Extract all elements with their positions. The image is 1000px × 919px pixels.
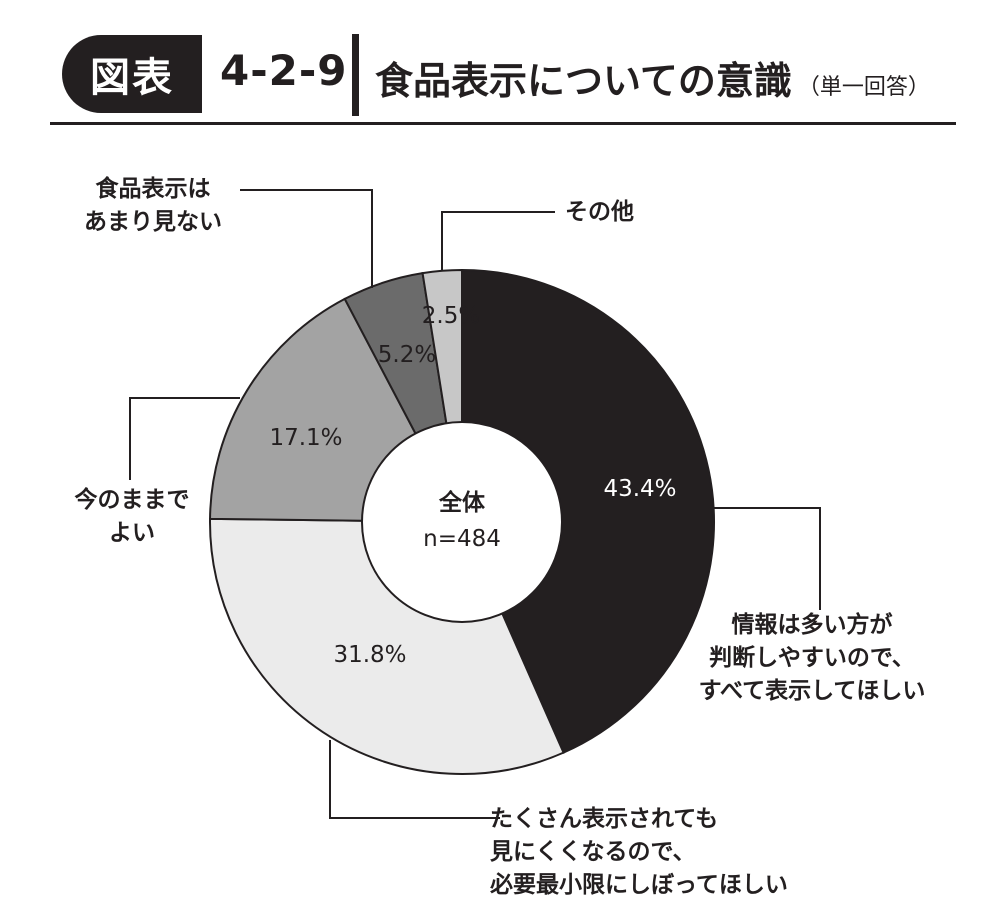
leader-line-1 xyxy=(700,507,821,610)
leader-line-3 xyxy=(129,397,240,480)
leader-line-2 xyxy=(329,740,500,819)
donut-hole xyxy=(361,421,563,623)
category-label-1-line-1: 情報は多い方が xyxy=(732,611,893,638)
leader-line-5 xyxy=(441,211,555,270)
percent-label-2: 31.8% xyxy=(333,642,406,668)
figure-badge-text: 図表 xyxy=(90,55,174,101)
percent-label-1: 43.4% xyxy=(603,476,676,502)
leader-lines xyxy=(129,189,821,819)
category-label-5-line-1: その他 xyxy=(565,199,634,225)
figure-title: 食品表示についての意識 （単一回答） xyxy=(375,50,930,105)
category-label-3-line-2: よい xyxy=(109,520,155,546)
category-label-3-line-1: 今のままで xyxy=(75,486,190,513)
slice-1 xyxy=(461,268,715,754)
header-rule xyxy=(50,122,956,125)
category-label-2-line-3: 必要最小限にしぼってほしい xyxy=(490,871,788,898)
figure-subtitle: （単一回答） xyxy=(797,75,930,100)
percent-label-4: 5.2% xyxy=(378,342,436,368)
category-label-1-line-3: すべて表示してほしい xyxy=(699,678,926,704)
center-n: n=484 xyxy=(423,526,501,552)
category-label-2-line-1: たくさん表示されても xyxy=(490,806,718,832)
figure-badge: 図表 xyxy=(62,35,202,113)
category-label-2-line-2: 見にくくなるので、 xyxy=(490,839,696,865)
percent-label-3: 17.1% xyxy=(269,425,342,451)
category-label-4-line-1: 食品表示は xyxy=(96,175,211,202)
percent-label-5: 2.5% xyxy=(422,303,480,329)
center-label: 全体 xyxy=(438,489,486,516)
figure-number: 4-2-9 xyxy=(220,46,348,95)
category-labels: 情報は多い方が判断しやすいので、すべて表示してほしいたくさん表示されても見にくく… xyxy=(75,175,926,898)
title-separator xyxy=(352,34,359,116)
figure-title-text: 食品表示についての意識 xyxy=(375,59,792,103)
category-label-4-line-2: あまり見ない xyxy=(84,209,222,235)
category-label-1-line-2: 判断しやすいので、 xyxy=(709,644,915,671)
percent-labels: 43.4% 31.8% 17.1% 5.2% 2.5% xyxy=(269,303,676,668)
figure-header: 図表 4-2-9 食品表示についての意識 （単一回答） xyxy=(0,0,1000,130)
leader-line-4 xyxy=(240,189,373,288)
